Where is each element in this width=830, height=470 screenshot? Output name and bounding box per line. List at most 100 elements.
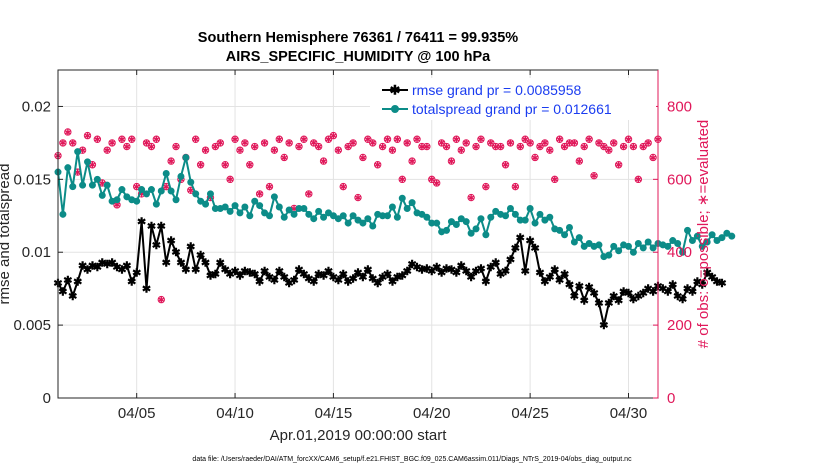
obs-possible-point bbox=[216, 139, 224, 147]
obs-evaluated-point: ✱ bbox=[162, 182, 170, 192]
obs-evaluated-point: ✱ bbox=[276, 135, 284, 145]
rmse-point: ✱ bbox=[565, 279, 574, 291]
obs-possible-point bbox=[418, 142, 426, 151]
totalspread-point bbox=[521, 216, 529, 224]
obs-possible-point bbox=[487, 139, 495, 147]
obs-possible-point bbox=[359, 153, 367, 162]
totalspread-point bbox=[88, 181, 96, 189]
rmse-point: ✱ bbox=[112, 262, 121, 274]
legend-marker-rmse: ✱ bbox=[390, 83, 401, 98]
rmse-point: ✱ bbox=[422, 263, 431, 275]
totalspread-point bbox=[688, 237, 696, 245]
rmse-point: ✱ bbox=[407, 259, 416, 271]
obs-evaluated-point: ✱ bbox=[339, 182, 347, 192]
obs-possible-point bbox=[69, 139, 77, 147]
obs-possible-point bbox=[157, 295, 165, 304]
obs-possible-point bbox=[123, 142, 131, 151]
obs-evaluated-point: ✱ bbox=[207, 193, 215, 203]
rmse-point: ✱ bbox=[471, 266, 480, 278]
obs-possible-point bbox=[467, 193, 475, 202]
chart-title-line2: AIRS_SPECIFIC_HUMIDITY @ 100 hPa bbox=[226, 49, 491, 65]
rmse-point: ✱ bbox=[107, 257, 116, 269]
obs-evaluated-point: ✱ bbox=[418, 142, 426, 152]
obs-evaluated-point: ✱ bbox=[556, 135, 564, 145]
obs-possible-point bbox=[634, 175, 643, 184]
totalspread-point bbox=[275, 203, 283, 211]
rmse-point: ✱ bbox=[555, 275, 564, 287]
totalspread-point bbox=[103, 181, 111, 189]
obs-evaluated-point: ✱ bbox=[625, 135, 633, 145]
totalspread-point bbox=[728, 232, 736, 240]
totalspread-point bbox=[133, 197, 141, 205]
totalspread-point bbox=[93, 175, 101, 183]
totalspread-point bbox=[452, 221, 460, 229]
rmse-point: ✱ bbox=[575, 281, 584, 293]
obs-evaluated-point: ✱ bbox=[531, 153, 539, 163]
totalspread-point bbox=[506, 204, 514, 212]
obs-evaluated-point: ✱ bbox=[143, 138, 151, 148]
obs-evaluated-point: ✱ bbox=[118, 135, 126, 145]
rmse-point: ✱ bbox=[481, 276, 490, 288]
totalspread-point bbox=[644, 238, 652, 246]
obs-possible-point bbox=[452, 135, 461, 143]
rmse-point: ✱ bbox=[240, 266, 249, 278]
obs-possible-point bbox=[477, 135, 485, 143]
totalspread-point bbox=[187, 178, 195, 186]
rmse-point: ✱ bbox=[624, 288, 633, 300]
obs-possible-point bbox=[241, 139, 249, 147]
rmse-point: ✱ bbox=[358, 272, 367, 284]
obs-evaluated-point: ✱ bbox=[458, 145, 466, 155]
y-axis-left-label: rmse and totalspread bbox=[0, 164, 13, 305]
rmse-point: ✱ bbox=[176, 257, 185, 269]
totalspread-point bbox=[231, 202, 239, 210]
obs-evaluated-point: ✱ bbox=[487, 138, 495, 148]
totalspread-point bbox=[477, 215, 485, 223]
totalspread-point bbox=[403, 204, 411, 212]
obs-evaluated-point: ✱ bbox=[285, 138, 293, 148]
obs-evaluated-point: ✱ bbox=[453, 135, 461, 145]
totalspread-point bbox=[388, 203, 396, 211]
totalspread-point bbox=[364, 215, 372, 223]
obs-possible-point bbox=[231, 135, 239, 143]
obs-possible-point bbox=[364, 135, 372, 143]
rmse-point: ✱ bbox=[324, 266, 333, 278]
legend-box bbox=[370, 78, 656, 120]
totalspread-point bbox=[595, 241, 603, 249]
obs-possible-point bbox=[560, 142, 569, 151]
x-tick-label: 04/15 bbox=[315, 405, 353, 422]
obs-evaluated-point: ✱ bbox=[226, 175, 234, 185]
totalspread-point bbox=[113, 196, 121, 204]
obs-possible-point bbox=[285, 139, 293, 147]
totalspread-point bbox=[674, 239, 682, 247]
obs-possible-point bbox=[324, 135, 333, 143]
rmse-point: ✱ bbox=[270, 275, 279, 287]
rmse-point: ✱ bbox=[171, 247, 180, 259]
obs-possible-point bbox=[501, 161, 510, 169]
legend-label-rmse: rmse grand pr = 0.0085958 bbox=[412, 82, 581, 98]
obs-possible-point bbox=[393, 135, 402, 143]
obs-evaluated-point: ✱ bbox=[521, 135, 529, 145]
totalspread-point bbox=[118, 186, 126, 194]
rmse-point: ✱ bbox=[521, 266, 530, 278]
totalspread-point bbox=[556, 226, 564, 234]
obs-evaluated-point: ✱ bbox=[290, 204, 298, 214]
obs-possible-point bbox=[192, 135, 200, 143]
obs-possible-point bbox=[339, 182, 347, 191]
totalspread-point bbox=[624, 242, 632, 250]
obs-possible-point bbox=[398, 175, 406, 184]
obs-evaluated-point: ✱ bbox=[280, 153, 288, 163]
rmse-point: ✱ bbox=[348, 273, 357, 285]
obs-possible-point bbox=[147, 142, 156, 151]
obs-evaluated-point: ✱ bbox=[158, 295, 166, 305]
obs-evaluated-point: ✱ bbox=[295, 142, 303, 152]
obs-evaluated-point: ✱ bbox=[79, 145, 87, 155]
rmse-point: ✱ bbox=[693, 276, 702, 288]
obs-possible-point bbox=[472, 142, 480, 151]
obs-evaluated-point: ✱ bbox=[221, 160, 229, 170]
obs-evaluated-point: ✱ bbox=[344, 142, 352, 152]
obs-evaluated-point: ✱ bbox=[256, 189, 264, 199]
rmse-point: ✱ bbox=[398, 271, 407, 283]
obs-evaluated-point: ✱ bbox=[566, 138, 574, 148]
x-axis-label: Apr.01,2019 00:00:00 start bbox=[270, 427, 448, 444]
